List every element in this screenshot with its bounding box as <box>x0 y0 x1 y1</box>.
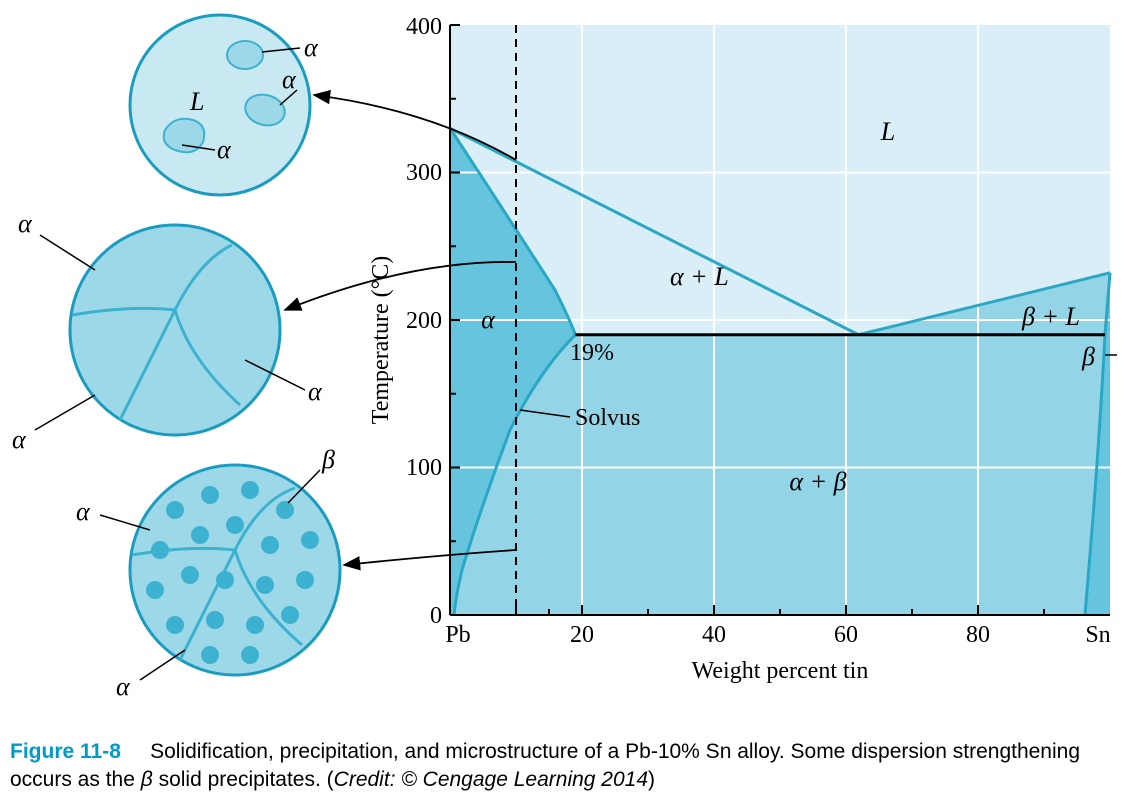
xtick-80: 80 <box>966 622 990 648</box>
micro-top-a2: α <box>282 65 297 94</box>
ytick-0: 0 <box>430 603 442 629</box>
micro-top: L α α α <box>130 15 319 195</box>
xtick-60: 60 <box>834 622 858 648</box>
micro-bot-a1: α <box>76 497 91 526</box>
micro-top-a1: α <box>304 33 319 62</box>
label-alpha-L: α + L <box>670 262 729 291</box>
y-tick-labels: 0 100 200 300 400 <box>406 14 442 629</box>
xtick-20: 20 <box>570 622 594 648</box>
caption-text-2: solid precipitates. ( <box>153 768 334 791</box>
ytick-400: 400 <box>406 14 442 40</box>
figure-number: Figure 11-8 <box>10 740 121 763</box>
xlabel-pb: Pb <box>445 622 470 648</box>
label-solvus: Solvus <box>575 405 640 431</box>
diagram-svg: 0 100 200 300 400 Pb 20 40 60 80 Sn Weig… <box>10 10 1119 710</box>
label-beta: β <box>1081 342 1095 371</box>
label-L: L <box>880 117 895 146</box>
xlabel-sn: Sn <box>1085 622 1110 648</box>
phase-diagram: 0 100 200 300 400 Pb 20 40 60 80 Sn Weig… <box>368 14 1117 684</box>
x-axis-label: Weight percent tin <box>692 658 869 684</box>
ytick-200: 200 <box>406 308 442 334</box>
caption-credit-label: Credit: <box>334 768 396 791</box>
label-19pct: 19% <box>570 340 614 366</box>
micro-mid-a2: α <box>308 377 323 406</box>
micro-mid-a3: α <box>12 425 27 454</box>
micro-bot-a2: α <box>116 672 131 701</box>
x-tick-labels: Pb 20 40 60 80 Sn <box>445 622 1110 648</box>
ytick-100: 100 <box>406 455 442 481</box>
label-alpha-beta: α + β <box>789 467 846 496</box>
xtick-40: 40 <box>702 622 726 648</box>
ytick-300: 300 <box>406 160 442 186</box>
micro-top-L: L <box>189 87 204 116</box>
caption-credit: © Cengage Learning 2014 <box>396 768 649 791</box>
micro-bottom: β α α <box>76 445 340 701</box>
label-alpha: α <box>481 305 496 334</box>
micro-mid-a1: α <box>18 209 33 238</box>
caption-beta: β <box>141 768 153 791</box>
figure-caption: Figure 11-8 Solidification, precipitatio… <box>10 738 1110 795</box>
micro-middle: α α α <box>12 209 323 454</box>
micro-bot-beta: β <box>321 445 335 474</box>
micro-top-a3: α <box>217 135 232 164</box>
caption-end: ) <box>648 768 655 791</box>
label-beta-L: β + L <box>1021 302 1080 331</box>
figure-container: 0 100 200 300 400 Pb 20 40 60 80 Sn Weig… <box>10 10 1119 730</box>
